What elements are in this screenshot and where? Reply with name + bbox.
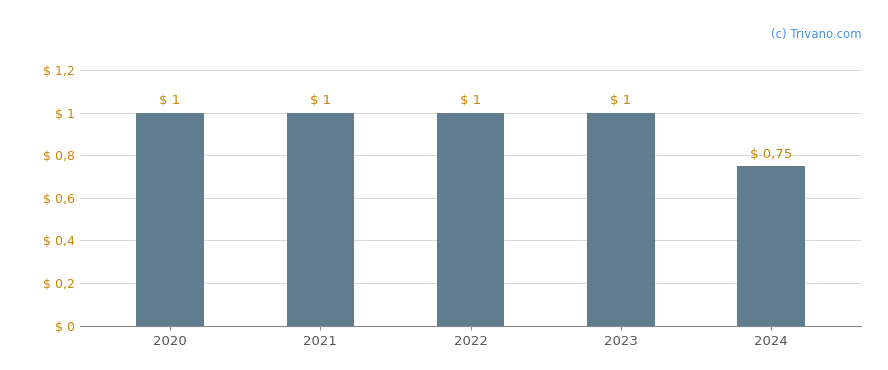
Bar <box>287 112 354 326</box>
Bar <box>737 166 805 326</box>
Text: $ 1: $ 1 <box>610 94 631 107</box>
Text: $ 0,75: $ 0,75 <box>750 148 792 161</box>
Bar <box>437 112 504 326</box>
Text: $ 1: $ 1 <box>310 94 331 107</box>
Text: (c) Trivano.com: (c) Trivano.com <box>771 27 861 41</box>
Bar <box>587 112 654 326</box>
Text: $ 1: $ 1 <box>460 94 481 107</box>
Bar <box>136 112 204 326</box>
Text: $ 1: $ 1 <box>160 94 181 107</box>
